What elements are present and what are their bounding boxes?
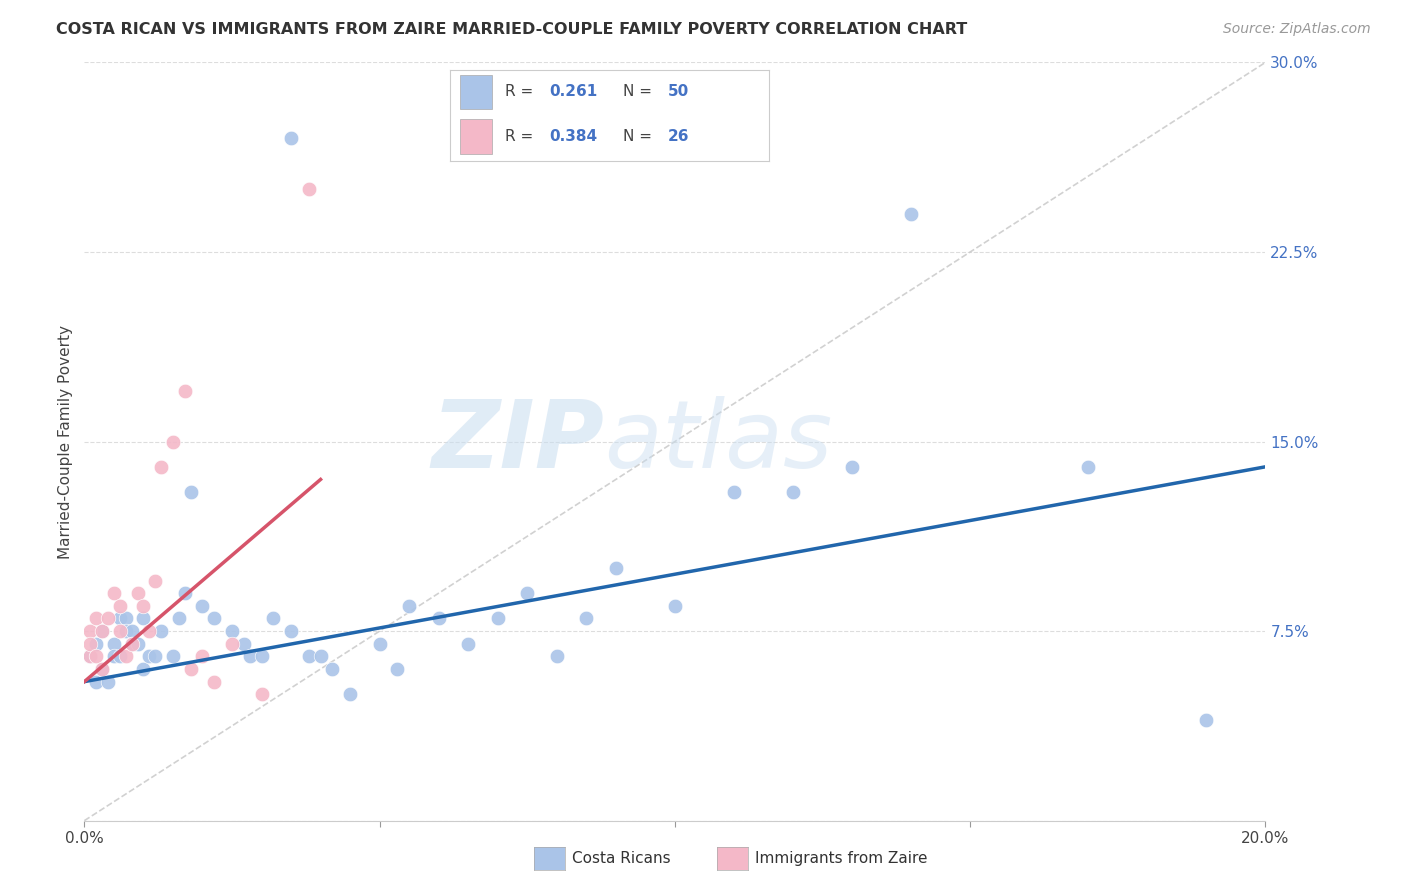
Point (114, 649, 136, 664)
Point (298, 649, 321, 664)
Point (79, 637, 101, 651)
Point (280, 624, 302, 639)
Point (180, 662, 202, 676)
Point (173, 384, 195, 398)
Point (121, 637, 143, 651)
Point (457, 637, 479, 651)
Point (108, 649, 131, 664)
Point (782, 485, 804, 500)
Point (108, 599, 131, 613)
Point (121, 637, 143, 651)
Point (132, 611, 155, 625)
Text: atlas: atlas (605, 396, 832, 487)
Point (150, 459, 173, 474)
Point (280, 131, 302, 145)
Point (1195, 713, 1218, 727)
Point (427, 611, 450, 625)
Y-axis label: Married-Couple Family Poverty: Married-Couple Family Poverty (58, 325, 73, 558)
Point (143, 649, 166, 664)
Point (173, 586, 195, 600)
Point (150, 624, 173, 639)
Point (138, 624, 160, 639)
Text: Immigrants from Zaire: Immigrants from Zaire (755, 851, 928, 866)
Point (516, 586, 538, 600)
Point (250, 649, 273, 664)
Point (132, 662, 155, 676)
Point (1077, 459, 1099, 474)
Point (900, 207, 922, 221)
Point (841, 459, 863, 474)
Point (298, 182, 321, 196)
Point (84, 674, 107, 689)
Point (309, 649, 332, 664)
Point (121, 624, 143, 639)
Point (132, 599, 155, 613)
Text: COSTA RICAN VS IMMIGRANTS FROM ZAIRE MARRIED-COUPLE FAMILY POVERTY CORRELATION C: COSTA RICAN VS IMMIGRANTS FROM ZAIRE MAR… (56, 22, 967, 37)
Point (79, 649, 101, 664)
Point (114, 624, 136, 639)
Point (398, 599, 420, 613)
Point (91, 662, 114, 676)
Text: Costa Ricans: Costa Ricans (572, 851, 671, 866)
Point (239, 649, 262, 664)
Point (546, 649, 568, 664)
Point (138, 649, 160, 664)
Point (108, 624, 131, 639)
Point (321, 662, 343, 676)
Point (575, 611, 598, 625)
Point (108, 611, 131, 625)
Point (262, 611, 284, 625)
Point (605, 561, 627, 575)
Point (143, 574, 166, 588)
Point (162, 434, 184, 449)
Point (191, 649, 214, 664)
Point (221, 624, 243, 639)
Point (103, 649, 125, 664)
Point (91, 662, 114, 676)
Point (250, 687, 273, 701)
Point (167, 611, 190, 625)
Point (664, 599, 686, 613)
Point (368, 637, 391, 651)
Point (339, 687, 361, 701)
Point (103, 637, 125, 651)
Point (84, 637, 107, 651)
Point (723, 485, 745, 500)
Point (97, 611, 120, 625)
Point (79, 649, 101, 664)
Point (191, 599, 214, 613)
Point (91, 624, 114, 639)
Point (97, 674, 120, 689)
Point (127, 637, 149, 651)
Point (486, 611, 509, 625)
Point (162, 649, 184, 664)
Point (180, 485, 202, 500)
Text: ZIP: ZIP (432, 395, 605, 488)
Point (103, 586, 125, 600)
Point (221, 637, 243, 651)
Point (79, 624, 101, 639)
Point (91, 624, 114, 639)
Point (232, 637, 254, 651)
Point (84, 649, 107, 664)
Text: Source: ZipAtlas.com: Source: ZipAtlas.com (1223, 22, 1371, 37)
Point (387, 662, 409, 676)
Point (202, 611, 225, 625)
Point (84, 611, 107, 625)
Point (114, 611, 136, 625)
Point (127, 586, 149, 600)
Point (202, 674, 225, 689)
